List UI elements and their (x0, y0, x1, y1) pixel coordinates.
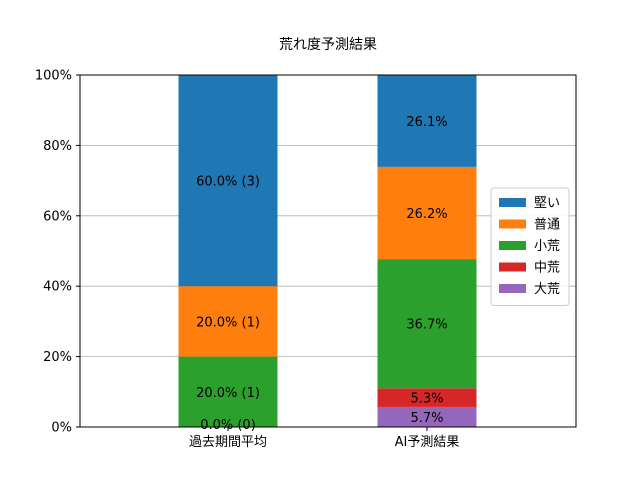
legend-label: 大荒 (534, 282, 560, 297)
bar-labels: 20.0% (1) 20.0% (1) 60.0% (3) 5.7% 5.3% 36.7%… (196, 115, 448, 433)
legend-label: 小荒 (534, 239, 560, 254)
bars (178, 75, 477, 427)
legend-swatch (499, 219, 526, 229)
y-tick-label: 100% (35, 69, 72, 84)
bar-segment (377, 259, 477, 389)
bar-segment (377, 388, 477, 407)
legend-swatch (499, 262, 526, 272)
x-tick-label: 過去期間平均 (189, 435, 267, 450)
legend-label: 普通 (534, 218, 560, 233)
x-tick-label: AI予測結果 (395, 435, 460, 450)
data-label: 26.2% (406, 207, 447, 222)
data-label: 5.7% (410, 411, 443, 426)
chart-title: 荒れ度予測結果 (279, 37, 377, 53)
legend-label: 堅い (534, 196, 560, 211)
data-label: 20.0% (1) (196, 315, 260, 330)
legend-box (490, 187, 570, 306)
data-label: 36.7% (406, 318, 447, 333)
bar-segment (377, 75, 477, 167)
legend-swatch (499, 241, 526, 250)
bar-segment (377, 166, 477, 260)
bar-segment (178, 75, 278, 287)
data-label: 5.3% (410, 392, 443, 407)
y-tick-label: 60% (43, 209, 72, 224)
bar-segment (377, 406, 477, 427)
y-tick-label: 80% (43, 139, 72, 154)
y-tick-label: 20% (43, 350, 72, 365)
legend-swatch (499, 198, 526, 207)
y-tick-label: 40% (43, 280, 72, 295)
y-tick-label: 0% (51, 421, 72, 436)
data-label: 60.0% (3) (196, 175, 260, 190)
bar-segment (178, 356, 278, 427)
axes: 0% 20% 40% 60% 80% 100% 過去期間平均 AI予測結果 (35, 69, 460, 451)
data-label: 20.0% (1) (196, 386, 260, 401)
plot-frame (79, 74, 577, 428)
legend-label: 中荒 (534, 261, 560, 276)
data-label: 26.1% (406, 115, 447, 130)
data-label: 0.0% (0) (200, 418, 256, 433)
legend-swatch (499, 284, 526, 293)
bar-segment (178, 286, 278, 357)
